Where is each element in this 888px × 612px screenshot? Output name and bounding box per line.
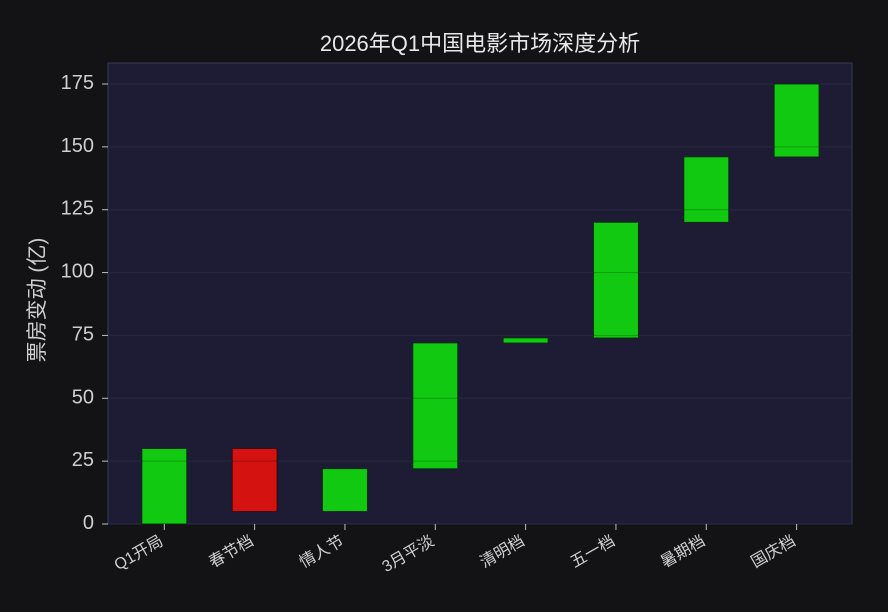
svg-text:150: 150 [61,135,94,157]
svg-text:25: 25 [72,449,94,471]
svg-text:125: 125 [61,198,94,220]
svg-text:50: 50 [72,386,94,408]
svg-text:2026年Q1中国电影市场深度分析: 2026年Q1中国电影市场深度分析 [320,31,640,56]
svg-text:175: 175 [61,72,94,94]
svg-text:0: 0 [83,512,94,534]
svg-text:票房变动 (亿): 票房变动 (亿) [26,238,49,363]
svg-text:75: 75 [72,323,94,345]
svg-text:100: 100 [61,261,94,283]
